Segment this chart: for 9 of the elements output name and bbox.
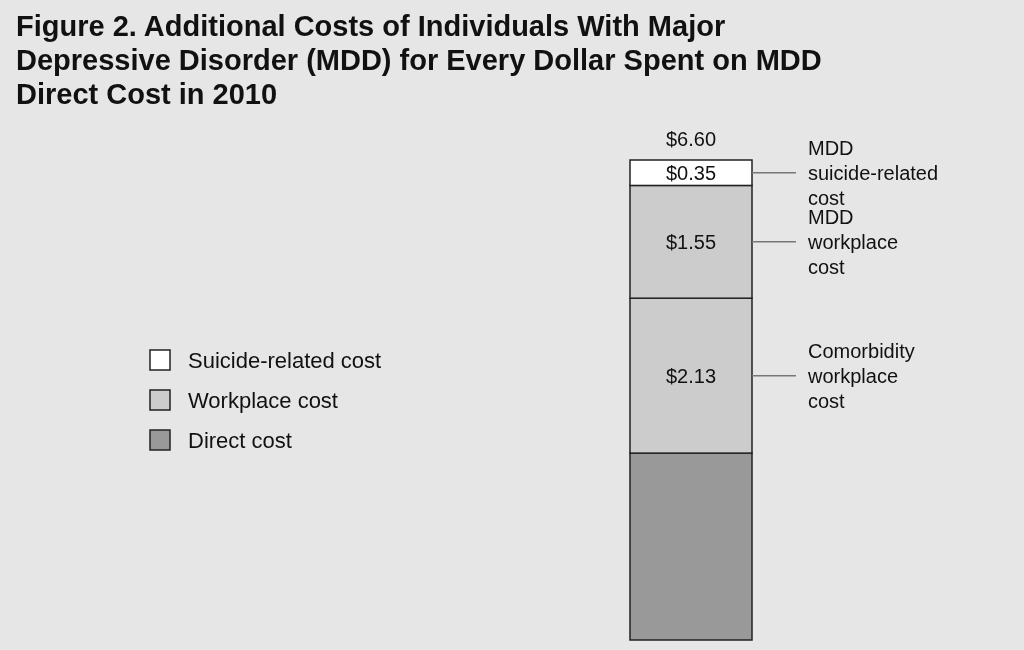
data-label: $2.13 bbox=[665, 364, 717, 387]
chart-title: Figure 2. Additional Costs of Individuals With Major Depressive Disorder (MDD) for Every Dollar Spent on MDD Direct Cost in 2010 bbox=[16, 10, 822, 110]
total-label: $6.60 bbox=[665, 128, 717, 150]
legend-label: Suicide-related cost bbox=[188, 347, 382, 373]
data-label: $1.55 bbox=[665, 230, 717, 253]
legend-label: Direct cost bbox=[188, 427, 292, 453]
legend-label: Workplace cost bbox=[188, 387, 338, 413]
text: Comorbidity workplace cost bbox=[807, 339, 915, 412]
data-label: $0.35 bbox=[665, 161, 717, 184]
